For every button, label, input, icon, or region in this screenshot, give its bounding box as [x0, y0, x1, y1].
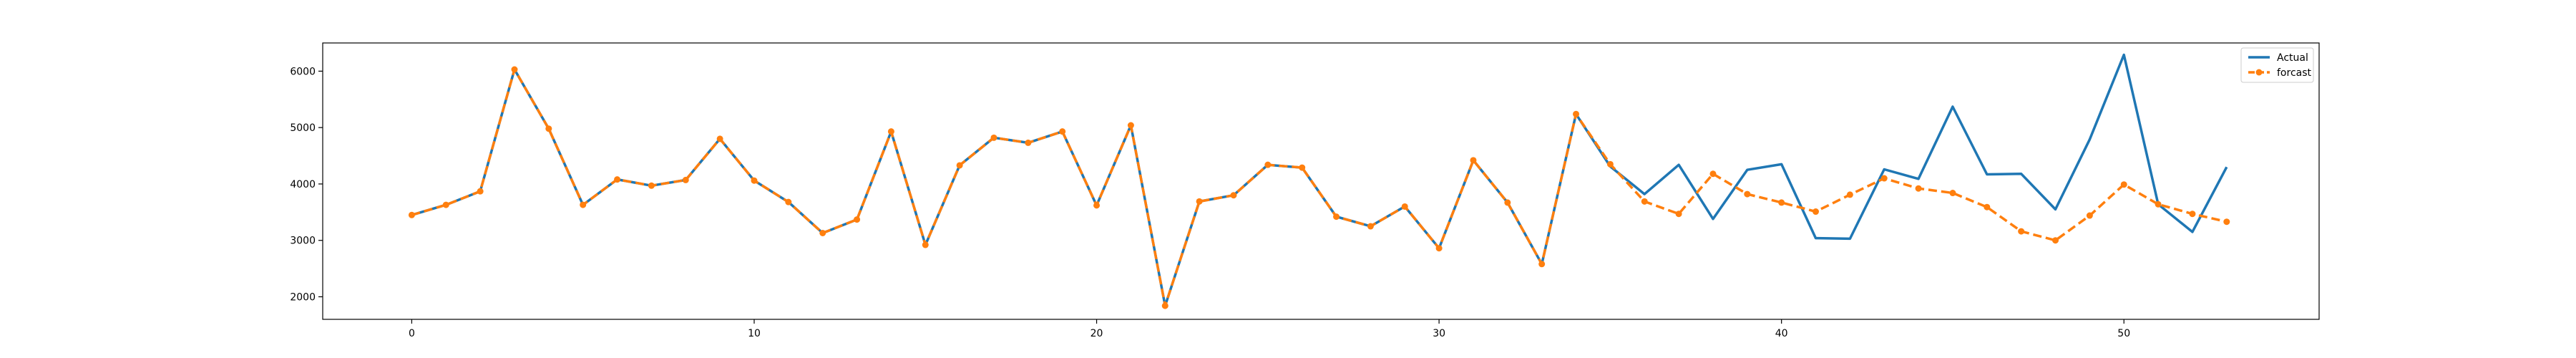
data-point-forcast — [2189, 211, 2196, 218]
data-point-forcast — [990, 134, 997, 141]
data-point-forcast — [854, 216, 861, 223]
data-point-forcast — [1984, 203, 1991, 211]
data-point-forcast — [922, 241, 929, 248]
data-point-forcast — [1915, 185, 1922, 192]
data-point-forcast — [1744, 190, 1751, 198]
x-tick-label: 10 — [748, 328, 761, 339]
data-point-forcast — [1333, 213, 1340, 221]
data-point-forcast — [1025, 139, 1032, 146]
y-tick-label: 2000 — [290, 291, 316, 303]
data-point-forcast — [614, 176, 621, 183]
data-point-forcast — [2018, 228, 2025, 235]
data-point-forcast — [1161, 302, 1169, 309]
data-point-forcast — [580, 201, 587, 208]
data-point-forcast — [1230, 192, 1237, 199]
data-point-forcast — [545, 125, 552, 132]
data-point-forcast — [648, 182, 655, 189]
x-tick-label: 30 — [1433, 328, 1445, 339]
x-tick-label: 20 — [1091, 328, 1103, 339]
data-point-forcast — [785, 198, 792, 205]
data-point-forcast — [1299, 164, 1306, 171]
data-point-forcast — [956, 162, 963, 169]
data-point-forcast — [1606, 160, 1614, 168]
data-point-forcast — [1470, 157, 1477, 164]
plot-area — [322, 42, 2320, 320]
data-point-forcast — [1813, 208, 1820, 216]
data-point-forcast — [477, 188, 484, 195]
x-tick-label: 50 — [2117, 328, 2130, 339]
data-point-forcast — [408, 211, 415, 218]
data-point-forcast — [1880, 175, 1888, 182]
data-point-forcast — [1949, 190, 1956, 197]
data-point-forcast — [2223, 218, 2230, 226]
data-point-forcast — [1401, 203, 1408, 210]
series-line-forcast — [411, 68, 2228, 307]
data-point-forcast — [1127, 122, 1134, 129]
y-tick-label: 5000 — [290, 122, 316, 134]
x-tick-label: 40 — [1775, 328, 1788, 339]
data-point-forcast — [1093, 202, 1101, 209]
data-point-forcast — [1059, 128, 1066, 135]
data-point-forcast — [1196, 198, 1203, 205]
data-point-forcast — [1675, 211, 1682, 218]
data-point-forcast — [2086, 212, 2093, 219]
data-point-forcast — [1641, 198, 1648, 205]
x-tick-label: 0 — [409, 328, 415, 339]
data-point-forcast — [751, 177, 758, 184]
data-point-forcast — [1538, 261, 1546, 268]
x-axis: 0 10 20 30 40 50 — [409, 319, 2130, 339]
data-point-forcast — [2052, 237, 2059, 244]
data-point-forcast — [2155, 200, 2162, 208]
legend: Actual forcast — [2240, 47, 2314, 83]
data-point-forcast — [1778, 199, 1785, 206]
data-point-forcast — [1435, 245, 1443, 252]
y-tick-label: 3000 — [290, 236, 316, 247]
data-point-forcast — [682, 176, 689, 183]
data-point-forcast — [1367, 223, 1374, 230]
legend-actual-label: Actual — [2277, 52, 2308, 64]
y-tick-label: 4000 — [290, 179, 316, 190]
data-point-forcast — [819, 229, 826, 236]
data-point-forcast — [1709, 170, 1717, 178]
data-point-forcast — [1846, 191, 1853, 198]
data-point-forcast — [1504, 199, 1511, 206]
data-point-forcast — [511, 66, 518, 73]
data-point-forcast — [716, 135, 723, 142]
data-point-forcast — [442, 201, 449, 208]
y-tick-label: 6000 — [290, 66, 316, 77]
y-axis: 2000 3000 4000 5000 6000 — [290, 66, 323, 303]
data-point-forcast — [2120, 181, 2127, 188]
data-point-forcast — [1264, 161, 1272, 168]
legend-forcast-marker — [2255, 69, 2263, 76]
series-layer — [408, 53, 2230, 309]
data-point-forcast — [1573, 110, 1580, 117]
legend-forcast-label: forcast — [2277, 67, 2312, 79]
data-point-forcast — [887, 128, 894, 135]
